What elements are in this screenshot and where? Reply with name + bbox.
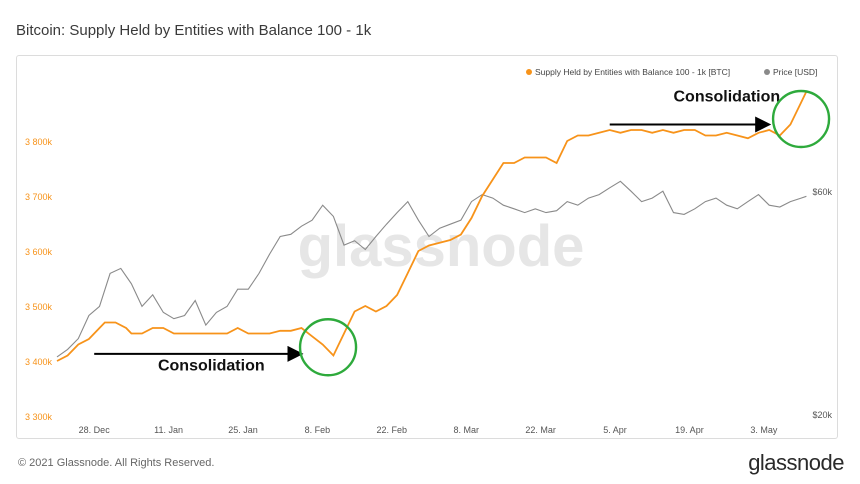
watermark: glassnode [298,214,585,279]
left-axis-tick-label: 3 500k [25,302,53,312]
legend-label: Supply Held by Entities with Balance 100… [535,67,730,77]
highlight-circle [298,318,358,377]
right-axis: $20k $60k [812,187,832,420]
x-axis-tick-label: 19. Apr [675,425,704,435]
highlight-circle [771,89,831,149]
left-axis-tick-label: 3 800k [25,137,53,147]
footer-copyright: © 2021 Glassnode. All Rights Reserved. [18,457,215,469]
x-axis-tick-label: 3. May [750,425,778,435]
legend-marker [526,69,532,75]
page-title: Bitcoin: Supply Held by Entities with Ba… [16,22,372,39]
glassnode-logo[interactable]: glassnode [748,450,844,475]
x-axis-tick-label: 22. Feb [377,425,408,435]
right-axis-tick-label: $20k [812,410,832,420]
chart-frame: glassnode Supply Held by Entities with B… [16,55,838,439]
legend-label: Price [USD] [773,67,817,77]
x-axis-tick-label: 28. Dec [79,425,111,435]
x-axis-tick-label: 8. Mar [453,425,479,435]
series-group [56,91,808,362]
chart-legend: Supply Held by Entities with Balance 100… [526,67,817,77]
left-axis-tick-label: 3 300k [25,412,53,422]
annotations-group: Consolidation Consolidation [94,88,831,377]
left-axis-tick-label: 3 400k [25,357,53,367]
right-axis-tick-label: $60k [812,187,832,197]
x-axis-tick-label: 11. Jan [154,425,183,435]
series-line-price [56,180,807,358]
x-axis-tick-label: 25. Jan [228,425,258,435]
left-axis-tick-label: 3 700k [25,192,53,202]
series-line-supply [56,91,808,362]
legend-marker [764,69,770,75]
x-axis-tick-label: 8. Feb [305,425,331,435]
x-axis-tick-label: 5. Apr [603,425,627,435]
annotation-label: Consolidation [158,357,265,374]
x-axis-tick-label: 22. Mar [525,425,556,435]
left-axis-tick-label: 3 600k [25,247,53,257]
left-axis: 3 300k 3 400k 3 500k 3 600k 3 700k 3 800k [25,137,53,422]
chart-svg: glassnode Supply Held by Entities with B… [25,67,832,435]
x-axis: 28. Dec 11. Jan 25. Jan 8. Feb 22. Feb 8. Mar… [79,425,778,435]
annotation-label: Consolidation [674,88,781,105]
